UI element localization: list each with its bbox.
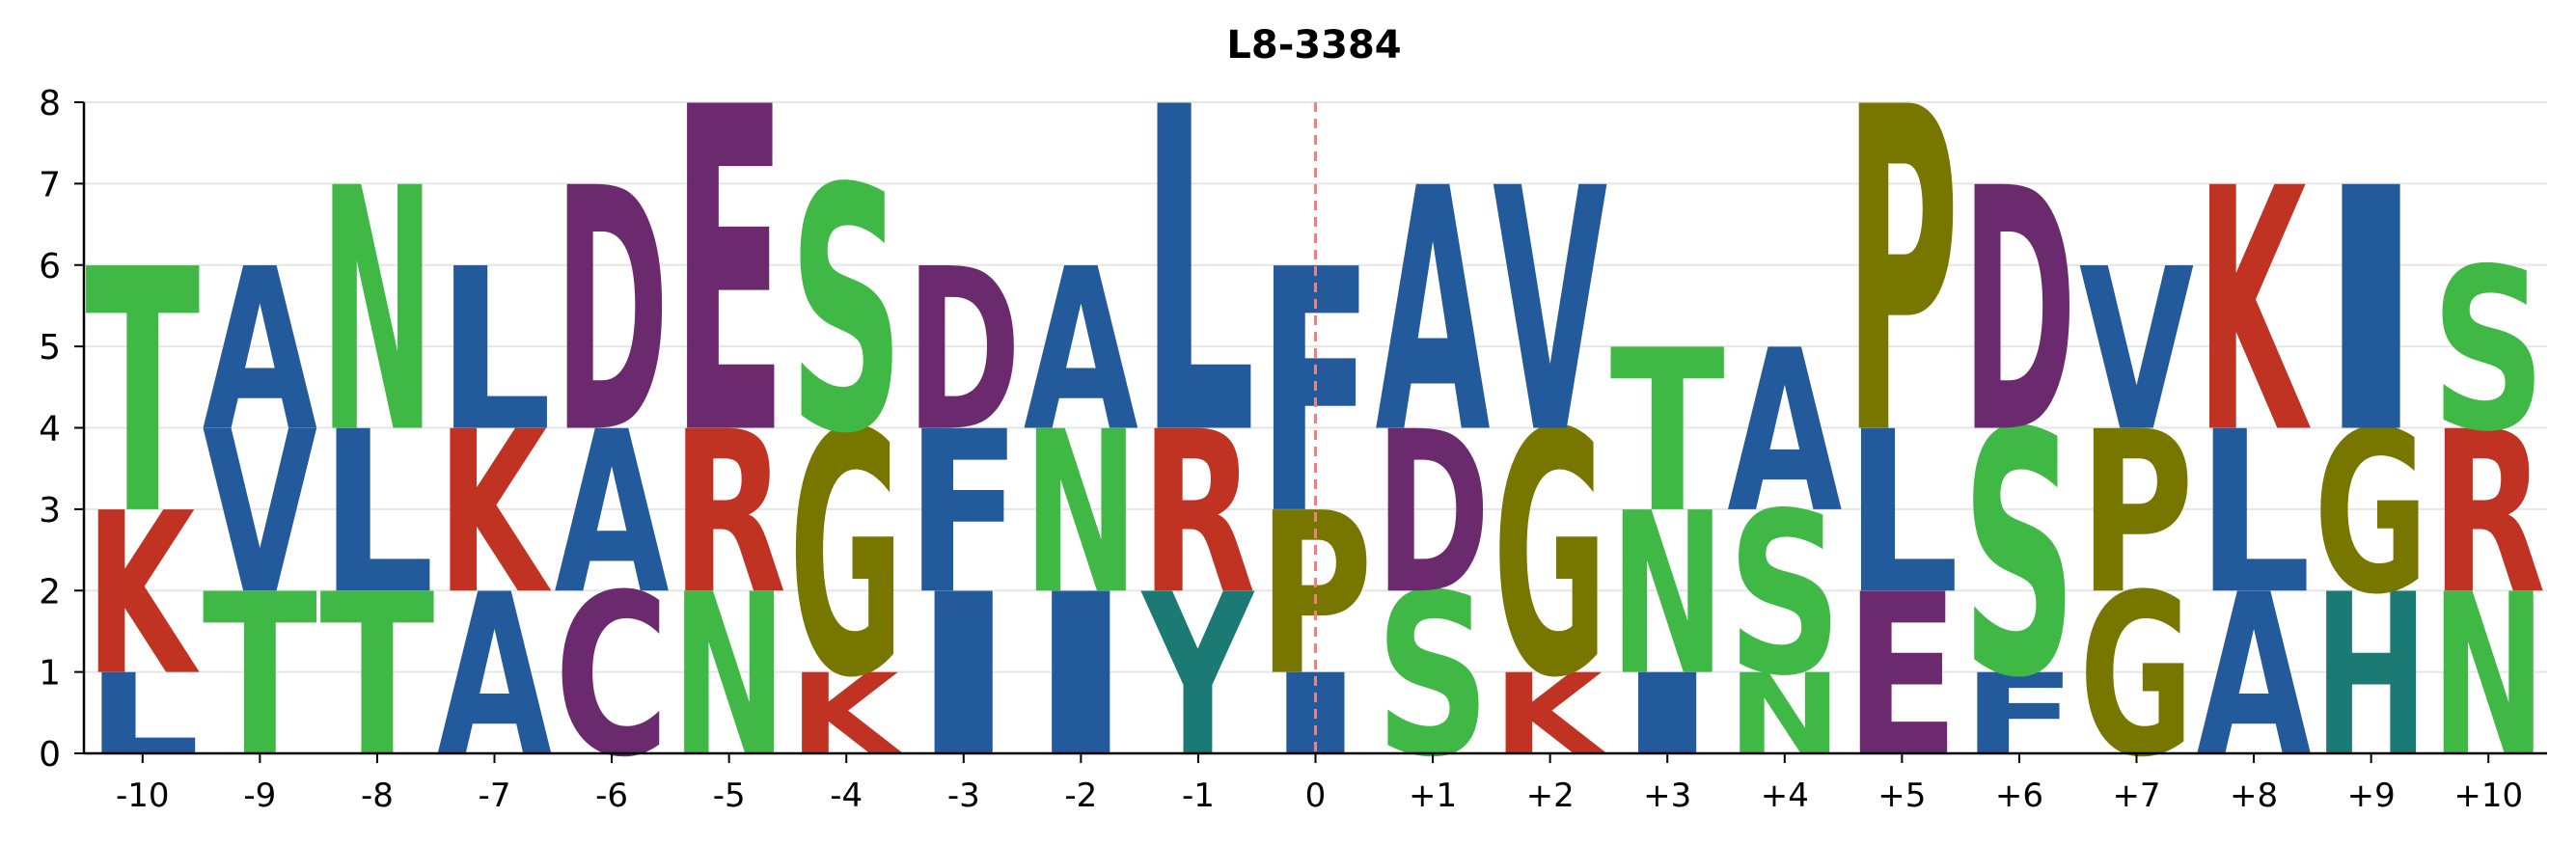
- x-tick-label: +1: [1409, 777, 1457, 815]
- residue-letter-D: D: [906, 222, 1021, 481]
- residue-letter-L: L: [1845, 384, 1959, 643]
- y-tick-label: 0: [39, 735, 61, 775]
- y-tick-label: 3: [39, 491, 61, 531]
- x-tick-label: -9: [243, 777, 276, 815]
- residue-letter-D: D: [555, 118, 670, 507]
- x-tick-label: +5: [1877, 777, 1926, 815]
- residue-letter-I: I: [2314, 117, 2428, 506]
- residue-letter-L: L: [1140, 15, 1255, 534]
- x-tick-label: +7: [2112, 777, 2160, 815]
- residue-letter-T: T: [319, 548, 434, 807]
- y-tick-label: 7: [39, 165, 61, 204]
- x-tick-label: -7: [479, 777, 511, 815]
- residue-letter-S: S: [1961, 363, 2076, 751]
- residue-letter-N: N: [2431, 548, 2546, 807]
- residue-letter-S: S: [1727, 466, 1842, 725]
- y-tick-label: 1: [39, 654, 61, 694]
- residue-letter-A: A: [2197, 548, 2312, 806]
- x-tick-label: -1: [1182, 777, 1215, 815]
- residue-letter-R: R: [1140, 384, 1255, 643]
- residue-letter-V: V: [203, 385, 317, 643]
- residue-letter-N: N: [319, 118, 434, 507]
- residue-letter-K: K: [85, 465, 199, 725]
- residue-letter-K: K: [2197, 118, 2313, 507]
- residue-letter-R: R: [2431, 384, 2546, 643]
- x-tick-label: -3: [947, 777, 980, 815]
- residue-letter-F: F: [906, 385, 1021, 644]
- residue-letter-E: E: [671, 15, 786, 533]
- x-tick-label: +9: [2347, 777, 2396, 815]
- y-tick-label: 8: [39, 84, 61, 123]
- x-tick-label: +2: [1526, 777, 1575, 815]
- residue-letter-S: S: [789, 119, 904, 507]
- residue-letter-G: G: [1493, 361, 1607, 750]
- grid-lines: [84, 101, 2547, 673]
- residue-letter-V: V: [1493, 119, 1608, 507]
- residue-letter-A: A: [203, 222, 317, 480]
- x-tick-label: +3: [1643, 777, 1691, 815]
- residue-letter-D: D: [1376, 384, 1491, 643]
- axes: [74, 101, 2547, 763]
- x-tick-label: -6: [595, 777, 628, 815]
- residue-letter-L: L: [319, 384, 434, 643]
- residue-letter-S: S: [2431, 222, 2546, 481]
- residue-letter-P: P: [2079, 385, 2194, 643]
- y-tick-label: 4: [39, 410, 61, 450]
- x-tick-label: -2: [1064, 777, 1097, 815]
- x-tick-label: +8: [2230, 777, 2278, 815]
- y-tick-label: 5: [39, 328, 61, 368]
- residue-letter-V: V: [2079, 222, 2194, 480]
- residue-letter-A: A: [1024, 222, 1138, 480]
- x-tick-label: -10: [116, 777, 170, 815]
- residue-letter-A: A: [555, 385, 670, 643]
- x-tick-label: -4: [830, 777, 863, 815]
- residue-letter-S: S: [1376, 547, 1491, 806]
- residue-letter-G: G: [2314, 384, 2428, 643]
- residue-letter-E: E: [1845, 548, 1959, 807]
- residue-letter-G: G: [2079, 547, 2194, 806]
- residue-letter-K: K: [437, 383, 551, 643]
- x-tick-label: +4: [1761, 777, 1809, 815]
- residue-letter-D: D: [1961, 118, 2076, 507]
- residue-letter-A: A: [1727, 304, 1842, 562]
- residue-letter-F: F: [1258, 199, 1373, 588]
- y-tick-label: 2: [39, 572, 61, 612]
- x-tick-label: 0: [1305, 777, 1327, 815]
- residue-letter-C: C: [555, 548, 670, 807]
- residue-letter-N: N: [671, 548, 786, 807]
- x-tick-label: +10: [2453, 777, 2523, 815]
- residue-letter-N: N: [1024, 385, 1138, 644]
- residue-letter-A: A: [1376, 119, 1492, 507]
- residue-letter-A: A: [437, 548, 552, 806]
- residue-letter-H: H: [2314, 548, 2428, 807]
- residue-letter-T: T: [203, 548, 317, 807]
- residue-letter-L: L: [437, 221, 552, 480]
- residue-letter-R: R: [671, 384, 786, 643]
- x-tick-label: -8: [361, 777, 394, 815]
- chart-title: L8-3384: [1226, 23, 1401, 68]
- residue-letter-P: P: [1845, 14, 1959, 533]
- residue-letter-T: T: [85, 199, 201, 588]
- letter-stacks: LKTTVATLNAKLCADNREKGSIFDINAYRLIPFSDAKGVI…: [85, 14, 2546, 807]
- residue-letter-G: G: [789, 361, 904, 750]
- residue-letter-T: T: [1610, 304, 1725, 563]
- residue-letter-N: N: [1610, 466, 1725, 725]
- y-tick-label: 6: [39, 247, 61, 286]
- x-tick-label: +6: [1995, 777, 2043, 815]
- x-tick-label: -5: [713, 777, 746, 815]
- residue-letter-L: L: [2197, 384, 2312, 643]
